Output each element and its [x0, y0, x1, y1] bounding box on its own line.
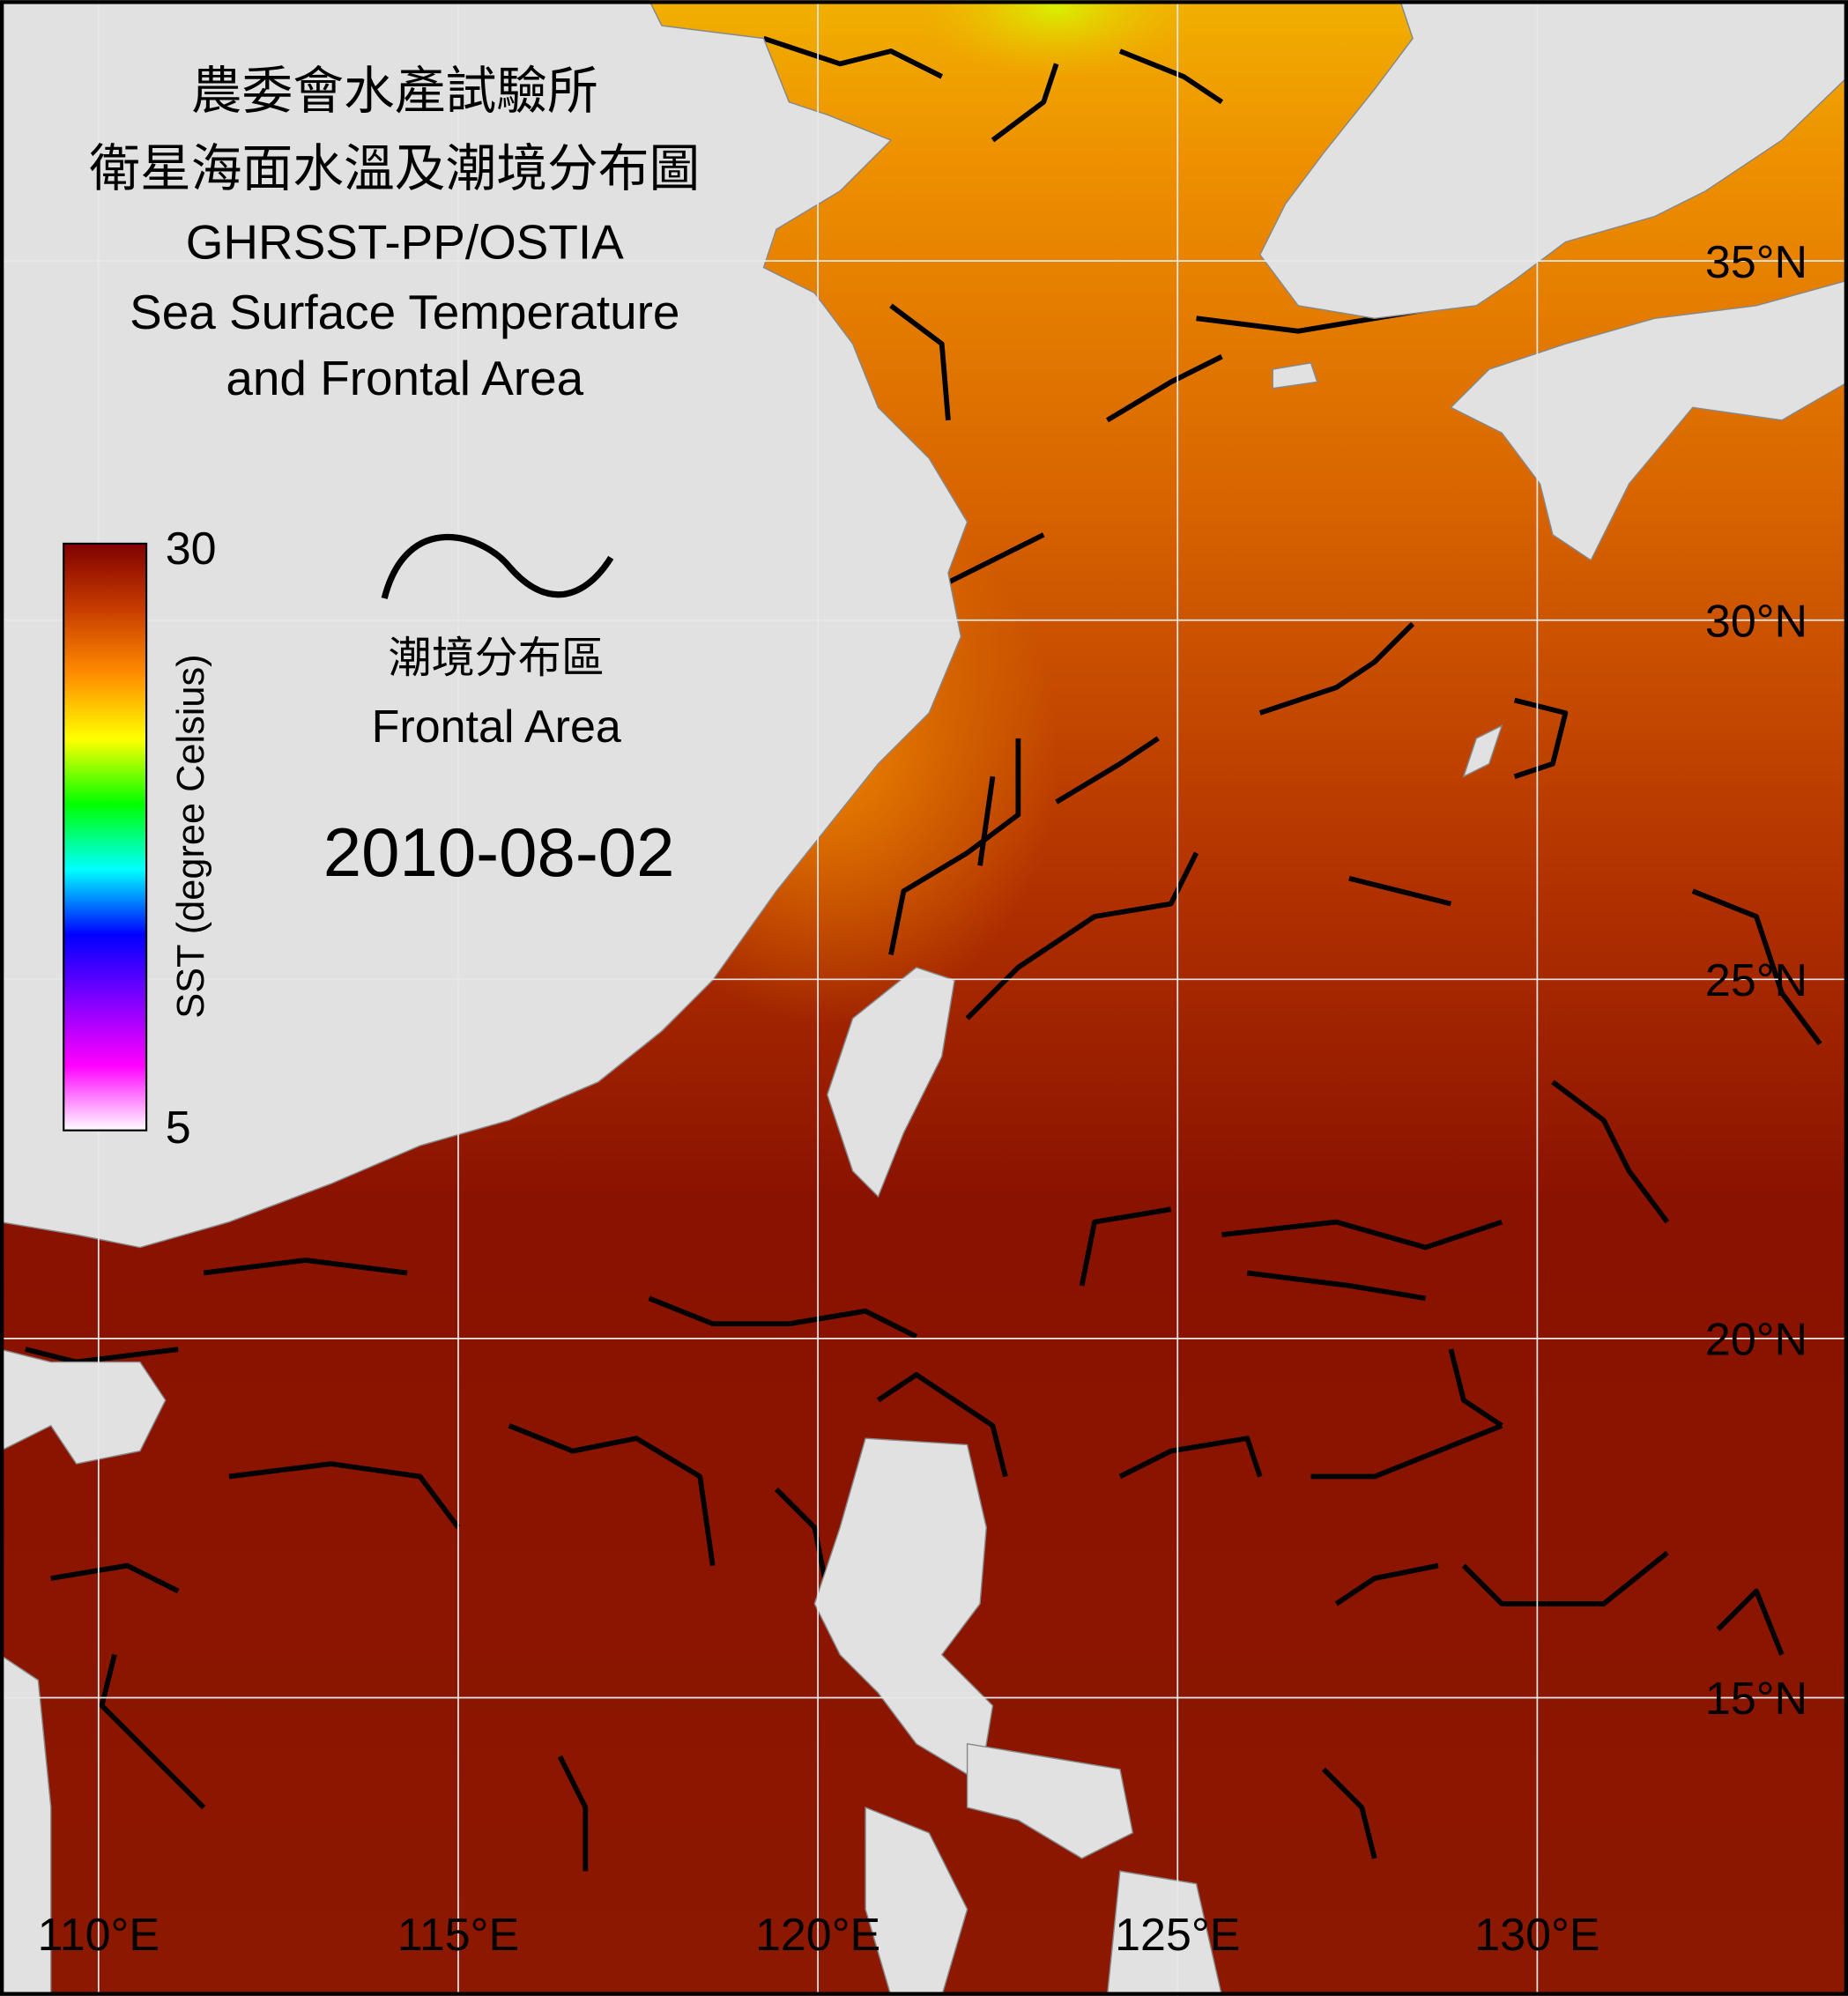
title-line: 衛星海面水溫及潮境分布圖 [89, 141, 700, 197]
date: 2010-08-02 [323, 813, 675, 891]
land-mass [0, 1348, 167, 1465]
latitude-label: 35°N [1705, 237, 1807, 288]
title: 農委會水產試驗所 衛星海面水溫及潮境分布圖 GHRSST-PP/OSTIA Se… [89, 63, 700, 405]
land-mass [1258, 0, 1848, 320]
land-mass [0, 1653, 52, 1996]
colorbar-label: SST (degree Celsius) [170, 654, 212, 1018]
colorbar-min: 5 [166, 1102, 191, 1154]
land-mass [0, 0, 969, 1249]
longitude-label: 125°E [1115, 1910, 1240, 1961]
legend-label: 潮境分布區 [389, 634, 605, 682]
graticule-labels: 110°E 115°E 120°E 125°E 130°E 15°N 20°N 25°N 30°… [38, 237, 1807, 1961]
latitude-label: 30°N [1705, 596, 1807, 647]
legend-label: Frontal Area [372, 701, 621, 753]
longitude-label: 120°E [755, 1910, 880, 1961]
longitude-label: 115°E [397, 1910, 519, 1961]
latitude-label: 20°N [1705, 1315, 1807, 1366]
latitude-label: 15°N [1705, 1673, 1807, 1725]
land-mass [1272, 362, 1318, 390]
front-legend-symbol [381, 533, 614, 599]
longitude-label: 110°E [38, 1910, 160, 1961]
land-mass [1450, 279, 1848, 561]
longitude-label: 130°E [1474, 1910, 1599, 1961]
colorbar-max: 30 [166, 523, 217, 575]
latitude-label: 25°N [1705, 955, 1807, 1006]
title-line: 農委會水產試驗所 [191, 63, 598, 120]
land-mass [966, 1742, 1134, 1859]
title-line: GHRSST-PP/OSTIA [186, 214, 624, 269]
land-mass [1462, 724, 1503, 778]
land-mass [826, 967, 955, 1198]
colorbar [63, 542, 148, 1132]
title-line: Sea Surface Temperature [130, 285, 679, 339]
title-line: and Frontal Area [226, 351, 583, 405]
